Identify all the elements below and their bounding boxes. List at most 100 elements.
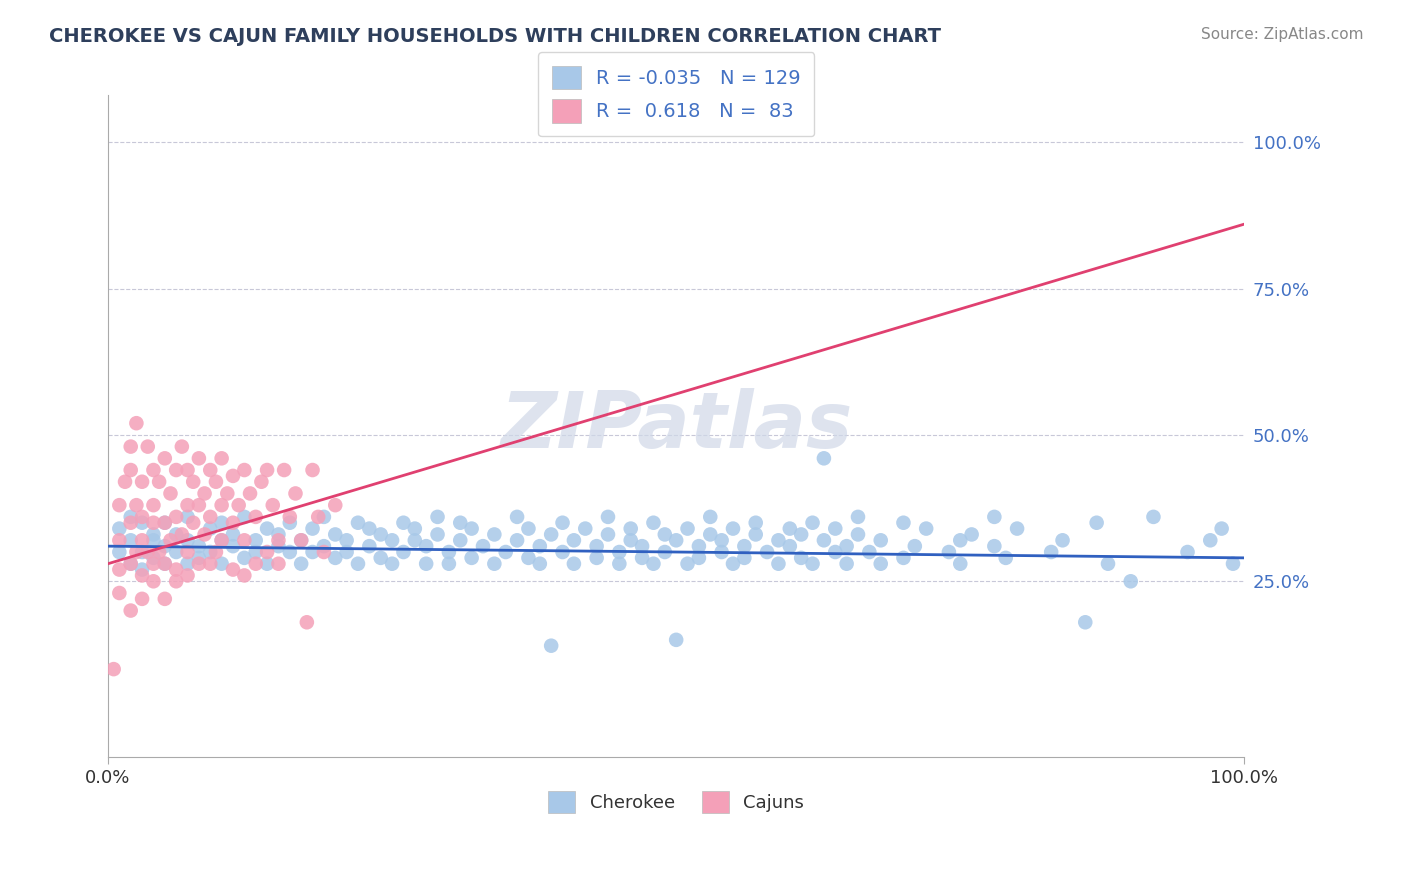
Cajuns — [295, 615, 318, 630]
Cherokee — [949, 533, 972, 548]
Cajuns — [125, 545, 148, 559]
Cajuns — [153, 451, 176, 466]
Cherokee — [336, 545, 359, 559]
Cherokee — [312, 509, 335, 524]
Cherokee — [437, 557, 460, 571]
Cherokee — [347, 557, 370, 571]
Cajuns — [200, 557, 222, 571]
Cherokee — [267, 527, 290, 541]
Cherokee — [142, 550, 165, 565]
Cherokee — [801, 516, 824, 530]
Cherokee — [131, 563, 153, 577]
Cherokee — [426, 527, 449, 541]
Cherokee — [312, 539, 335, 553]
Cherokee — [768, 533, 790, 548]
Cherokee — [233, 509, 256, 524]
Cherokee — [415, 557, 437, 571]
Cherokee — [301, 522, 323, 536]
Cherokee — [278, 545, 301, 559]
Cherokee — [472, 539, 495, 553]
Cherokee — [165, 527, 187, 541]
Cherokee — [484, 557, 506, 571]
Cajuns — [131, 475, 153, 489]
Cherokee — [1097, 557, 1119, 571]
Cherokee — [392, 545, 415, 559]
Cherokee — [506, 509, 529, 524]
Cherokee — [643, 557, 665, 571]
Cherokee — [187, 550, 209, 565]
Cherokee — [1040, 545, 1063, 559]
Cajuns — [153, 516, 176, 530]
Cherokee — [1177, 545, 1199, 559]
Cajuns — [239, 486, 262, 500]
Cajuns — [233, 463, 256, 477]
Cajuns — [194, 486, 217, 500]
Cajuns — [136, 545, 159, 559]
Cajuns — [114, 475, 136, 489]
Cherokee — [631, 539, 654, 553]
Cajuns — [120, 463, 142, 477]
Cherokee — [506, 533, 529, 548]
Cherokee — [120, 557, 142, 571]
Cherokee — [551, 545, 574, 559]
Cajuns — [217, 486, 239, 500]
Cajuns — [262, 498, 284, 512]
Cajuns — [136, 440, 159, 454]
Cajuns — [120, 516, 142, 530]
Cherokee — [676, 522, 699, 536]
Cherokee — [551, 516, 574, 530]
Cherokee — [142, 533, 165, 548]
Cajuns — [125, 416, 148, 430]
Cajuns — [194, 527, 217, 541]
Cajuns — [142, 557, 165, 571]
Cherokee — [176, 557, 198, 571]
Cherokee — [233, 550, 256, 565]
Cherokee — [904, 539, 927, 553]
Cajuns — [233, 568, 256, 582]
Cajuns — [142, 516, 165, 530]
Cajuns — [131, 509, 153, 524]
Cherokee — [846, 509, 869, 524]
Cherokee — [222, 527, 245, 541]
Cajuns — [108, 498, 131, 512]
Cajuns — [108, 533, 131, 548]
Cherokee — [529, 539, 551, 553]
Cherokee — [200, 545, 222, 559]
Cherokee — [245, 545, 267, 559]
Cherokee — [665, 632, 688, 647]
Cajuns — [131, 533, 153, 548]
Cherokee — [211, 516, 233, 530]
Cherokee — [1074, 615, 1097, 630]
Cherokee — [756, 545, 779, 559]
Cajuns — [176, 545, 198, 559]
Cajuns — [103, 662, 125, 676]
Cajuns — [108, 586, 131, 600]
Cajuns — [142, 574, 165, 589]
Cajuns — [228, 498, 250, 512]
Cherokee — [460, 550, 482, 565]
Cajuns — [222, 469, 245, 483]
Cherokee — [404, 533, 426, 548]
Cherokee — [813, 533, 835, 548]
Cherokee — [392, 516, 415, 530]
Cherokee — [846, 527, 869, 541]
Cherokee — [949, 557, 972, 571]
Cherokee — [562, 533, 585, 548]
Cherokee — [779, 522, 801, 536]
Cherokee — [1222, 557, 1244, 571]
Cajuns — [170, 440, 193, 454]
Cajuns — [256, 463, 278, 477]
Cajuns — [222, 563, 245, 577]
Cajuns — [125, 498, 148, 512]
Cherokee — [813, 451, 835, 466]
Cherokee — [710, 545, 733, 559]
Cajuns — [153, 591, 176, 606]
Cherokee — [790, 527, 813, 541]
Cherokee — [290, 533, 312, 548]
Cherokee — [710, 533, 733, 548]
Cherokee — [437, 545, 460, 559]
Cherokee — [187, 539, 209, 553]
Cherokee — [1005, 522, 1028, 536]
Cherokee — [336, 533, 359, 548]
Cajuns — [165, 509, 187, 524]
